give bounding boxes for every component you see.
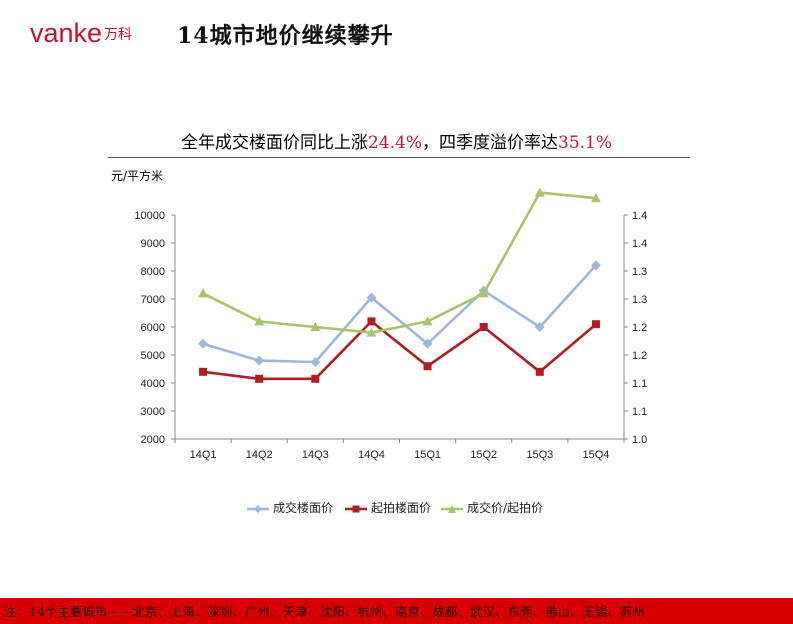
y-right-tick-label: 1.1 bbox=[632, 378, 647, 390]
data-point-series1 bbox=[254, 355, 265, 366]
y-right-tick-label: 1.2 bbox=[632, 350, 647, 362]
data-point-series2 bbox=[479, 323, 488, 331]
y-right-tick-label: 1.4 bbox=[632, 210, 647, 222]
subtitle-value1: 24.4% bbox=[367, 133, 422, 153]
x-tick-label: 15Q2 bbox=[470, 449, 497, 461]
data-point-series1 bbox=[310, 357, 321, 367]
page-title: 14城市地价继续攀升 bbox=[177, 23, 394, 49]
y-left-tick-label: 9000 bbox=[141, 238, 165, 250]
y-right-tick-label: 1.3 bbox=[632, 294, 647, 306]
legend-marker-square-icon bbox=[345, 505, 367, 512]
y-left-tick-label: 2000 bbox=[141, 434, 165, 446]
data-point-series3 bbox=[534, 187, 545, 197]
x-tick-label: 14Q2 bbox=[246, 449, 273, 461]
legend-label-series2: 起拍楼面价 bbox=[371, 501, 432, 515]
legend-item-series3: 成交价/起拍价 bbox=[441, 499, 543, 516]
legend-marker-triangle-icon bbox=[441, 504, 463, 513]
data-point-series2 bbox=[423, 362, 432, 371]
legend-marker-diamond-icon bbox=[247, 504, 269, 513]
subtitle-divider bbox=[108, 157, 690, 158]
y-right-tick-label: 1.1 bbox=[632, 406, 647, 418]
footer-bar: 注：14个主要城市——北京、上海、深圳、广州、天津、沈阳、杭州、南京、成都、武汉… bbox=[0, 598, 793, 624]
data-point-series3 bbox=[422, 316, 433, 326]
footer-note: 注：14个主要城市——北京、上海、深圳、广州、天津、沈阳、杭州、南京、成都、武汉… bbox=[4, 605, 646, 619]
subtitle-part2: ，四季度溢价率达 bbox=[422, 133, 558, 153]
data-point-series3 bbox=[310, 322, 321, 331]
y-left-tick-label: 7000 bbox=[141, 294, 165, 306]
y-left-tick-label: 8000 bbox=[141, 266, 165, 278]
legend-item-series2: 起拍楼面价 bbox=[345, 499, 431, 516]
data-point-series2 bbox=[591, 320, 600, 329]
y-right-tick-label: 1.2 bbox=[632, 322, 647, 334]
x-tick-label: 15Q3 bbox=[526, 449, 553, 461]
x-tick-label: 14Q3 bbox=[302, 449, 329, 461]
y-right-tick-label: 1.3 bbox=[632, 266, 647, 278]
data-point-series2 bbox=[535, 367, 544, 376]
data-point-series1 bbox=[198, 338, 209, 349]
header: vanke 万科 14城市地价继续攀升 bbox=[0, 0, 793, 60]
data-point-series1 bbox=[422, 338, 433, 349]
data-point-series2 bbox=[255, 374, 264, 383]
data-point-series1 bbox=[366, 292, 377, 303]
y-right-tick-label: 1.4 bbox=[632, 238, 647, 250]
data-point-series3 bbox=[590, 193, 601, 203]
legend-item-series1: 成交楼面价 bbox=[247, 499, 333, 516]
data-point-series3 bbox=[198, 288, 209, 298]
series-line-1 bbox=[202, 264, 597, 364]
x-tick-label: 15Q1 bbox=[414, 449, 441, 461]
data-point-series3 bbox=[254, 316, 265, 326]
y-left-tick-label: 3000 bbox=[141, 406, 165, 418]
x-tick-label: 14Q4 bbox=[358, 449, 385, 461]
data-point-series3 bbox=[478, 288, 489, 298]
series-line-2 bbox=[202, 320, 597, 381]
series-line-3 bbox=[202, 191, 597, 334]
y-left-tick-label: 10000 bbox=[134, 210, 165, 222]
x-tick-label: 14Q1 bbox=[190, 449, 217, 461]
data-point-series3 bbox=[366, 327, 377, 337]
vanke-logo: vanke 万科 bbox=[30, 18, 132, 48]
data-point-series1 bbox=[590, 260, 601, 271]
chart-subtitle: 全年成交楼面价同比上涨24.4%，四季度溢价率达35.1% bbox=[0, 128, 793, 153]
y-left-tick-label: 5000 bbox=[141, 350, 165, 362]
legend-label-series3: 成交价/起拍价 bbox=[467, 501, 544, 515]
data-point-series2 bbox=[311, 374, 320, 383]
subtitle-value2: 35.1% bbox=[558, 133, 613, 153]
y-right-tick-label: 1.0 bbox=[632, 434, 647, 446]
y-left-tick-label: 6000 bbox=[141, 322, 165, 334]
legend-label-series1: 成交楼面价 bbox=[273, 501, 334, 515]
data-point-series1 bbox=[534, 322, 545, 332]
chart-legend: 成交楼面价 起拍楼面价 成交价/起拍价 bbox=[0, 499, 793, 521]
data-point-series2 bbox=[367, 317, 376, 326]
unit-label: 元/平方米 bbox=[111, 169, 164, 183]
logo-latin-text: vanke bbox=[30, 18, 103, 48]
logo-cn-text: 万科 bbox=[104, 27, 133, 43]
y-left-tick-label: 4000 bbox=[141, 378, 165, 390]
line-chart: 10000 9000 8000 7000 6000 5000 4000 3000 2000 1.4… bbox=[134, 187, 647, 461]
x-tick-label: 15Q4 bbox=[582, 449, 609, 461]
data-point-series2 bbox=[199, 367, 208, 376]
subtitle-part1: 全年成交楼面价同比上涨 bbox=[180, 133, 368, 153]
